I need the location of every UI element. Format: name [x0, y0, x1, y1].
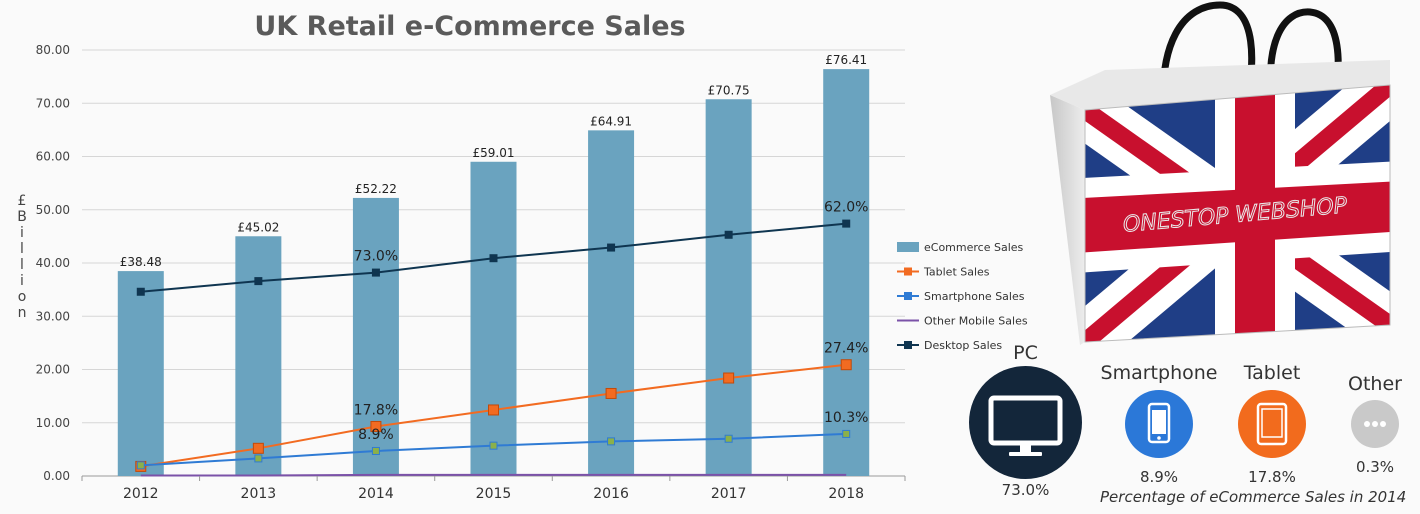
bar-value-label: £52.22	[355, 182, 397, 196]
y-tick-label: 0.00	[43, 469, 70, 483]
chart-legend: eCommerce Sales Tablet Sales Smartphone Sa…	[897, 241, 1028, 352]
pc-circle	[969, 366, 1082, 479]
monitor-icon	[988, 395, 1063, 456]
device-pc: PC 73.0%	[968, 342, 1083, 499]
y-tick-label: 60.00	[36, 150, 70, 164]
legend-marker	[904, 341, 912, 349]
bar-ecommerce	[470, 161, 517, 477]
marker-desktop-sales	[724, 230, 733, 239]
bar-ecommerce	[823, 69, 870, 476]
tablet-icon	[1256, 402, 1288, 446]
bar-ecommerce	[588, 130, 635, 476]
marker-desktop-sales	[842, 219, 851, 228]
y-axis-label-char: i	[20, 225, 24, 241]
bar-value-label: £76.41	[825, 53, 867, 67]
marker-tablet-sales	[723, 372, 735, 384]
y-axis-label-char: l	[20, 241, 24, 257]
marker-desktop-sales	[371, 268, 380, 277]
ellipsis-icon	[1364, 421, 1386, 427]
x-tick-label: 2012	[123, 486, 159, 502]
bar-ecommerce	[705, 99, 752, 476]
smartphone-circle	[1125, 390, 1193, 458]
y-tick-label: 50.00	[36, 203, 70, 217]
marker-smartphone-sales	[254, 454, 263, 463]
marker-tablet-sales	[252, 442, 264, 454]
marker-desktop-sales	[254, 277, 263, 286]
marker-tablet-sales	[370, 420, 382, 432]
marker-smartphone-sales	[724, 434, 733, 443]
y-tick-label: 10.00	[36, 416, 70, 430]
chart-title: UK Retail e-Commerce Sales	[254, 11, 685, 42]
bar-value-label: £59.01	[473, 146, 515, 160]
marker-tablet-sales	[605, 387, 617, 399]
device-name: Other	[1348, 373, 1402, 395]
y-axis-label-char: £	[18, 193, 27, 209]
marker-smartphone-sales	[371, 446, 380, 455]
y-axis-label-char: n	[18, 305, 27, 321]
device-other: Other 0.3%	[1335, 373, 1415, 476]
y-tick-label: 30.00	[36, 309, 70, 323]
y-tick-label: 70.00	[36, 96, 70, 110]
marker-desktop-sales	[489, 254, 498, 263]
tablet-circle	[1238, 390, 1306, 458]
device-pct: 0.3%	[1355, 458, 1395, 476]
percent-annotation: 10.3%	[824, 410, 868, 426]
device-smartphone: Smartphone 8.9%	[1098, 362, 1220, 486]
x-tick-label: 2013	[241, 486, 277, 502]
device-pct: 17.8%	[1248, 468, 1296, 486]
marker-smartphone-sales	[136, 461, 145, 470]
bar-value-label: £38.48	[120, 255, 162, 269]
legend-marker	[904, 292, 912, 300]
marker-tablet-sales	[840, 359, 852, 371]
device-pct: 73.0%	[1001, 481, 1050, 499]
y-axis-label-char: l	[20, 257, 24, 273]
y-axis-label-char: o	[18, 289, 27, 305]
bar-value-label: £70.75	[708, 83, 750, 97]
device-name: Smartphone	[1100, 362, 1218, 384]
y-tick-label: 80.00	[36, 43, 70, 57]
marker-tablet-sales	[488, 404, 499, 416]
chart-caption: Percentage of eCommerce Sales in 2014	[1100, 488, 1407, 506]
bar-ecommerce	[117, 271, 164, 476]
percent-annotation: 17.8%	[354, 402, 398, 418]
x-tick-label: 2015	[476, 486, 512, 502]
bar-ecommerce	[235, 236, 282, 476]
device-pct: 8.9%	[1139, 468, 1179, 486]
legend-label: eCommerce Sales	[924, 241, 1024, 254]
percent-annotation: 73.0%	[354, 249, 398, 265]
marker-smartphone-sales	[489, 441, 498, 450]
y-tick-label: 20.00	[36, 363, 70, 377]
union-jack-shopping-bag-image: ONESTOP WEBSHOP	[1050, 1, 1391, 345]
bar-value-label: £45.02	[237, 220, 279, 234]
bar-value-label: £64.91	[590, 114, 632, 128]
percent-annotation: 8.9%	[358, 427, 394, 443]
x-tick-label: 2014	[358, 486, 394, 502]
device-tablet: Tablet 17.8%	[1230, 362, 1314, 486]
line-other-mobile-sales	[140, 473, 847, 477]
percent-annotation: 27.4%	[824, 341, 868, 357]
x-tick-label: 2016	[593, 486, 629, 502]
legend-marker	[904, 267, 912, 276]
marker-smartphone-sales	[842, 429, 851, 438]
marker-smartphone-sales	[607, 437, 616, 446]
smartphone-icon	[1147, 402, 1171, 444]
device-name: PC	[1013, 342, 1038, 364]
y-tick-label: 40.00	[36, 256, 70, 270]
y-axis-label-char: i	[20, 273, 24, 289]
percent-annotation: 62.0%	[824, 200, 868, 216]
legend-label: Smartphone Sales	[924, 290, 1025, 303]
legend-label: Tablet Sales	[923, 266, 990, 279]
marker-desktop-sales	[136, 287, 145, 296]
other-circle	[1351, 400, 1399, 448]
legend-label: Other Mobile Sales	[924, 315, 1028, 328]
legend-label: Desktop Sales	[924, 339, 1002, 352]
legend-swatch	[897, 242, 919, 252]
x-tick-label: 2017	[711, 486, 747, 502]
x-tick-label: 2018	[828, 486, 864, 502]
marker-desktop-sales	[607, 243, 616, 252]
y-axis-label-char: B	[17, 209, 27, 225]
device-name: Tablet	[1243, 362, 1301, 384]
